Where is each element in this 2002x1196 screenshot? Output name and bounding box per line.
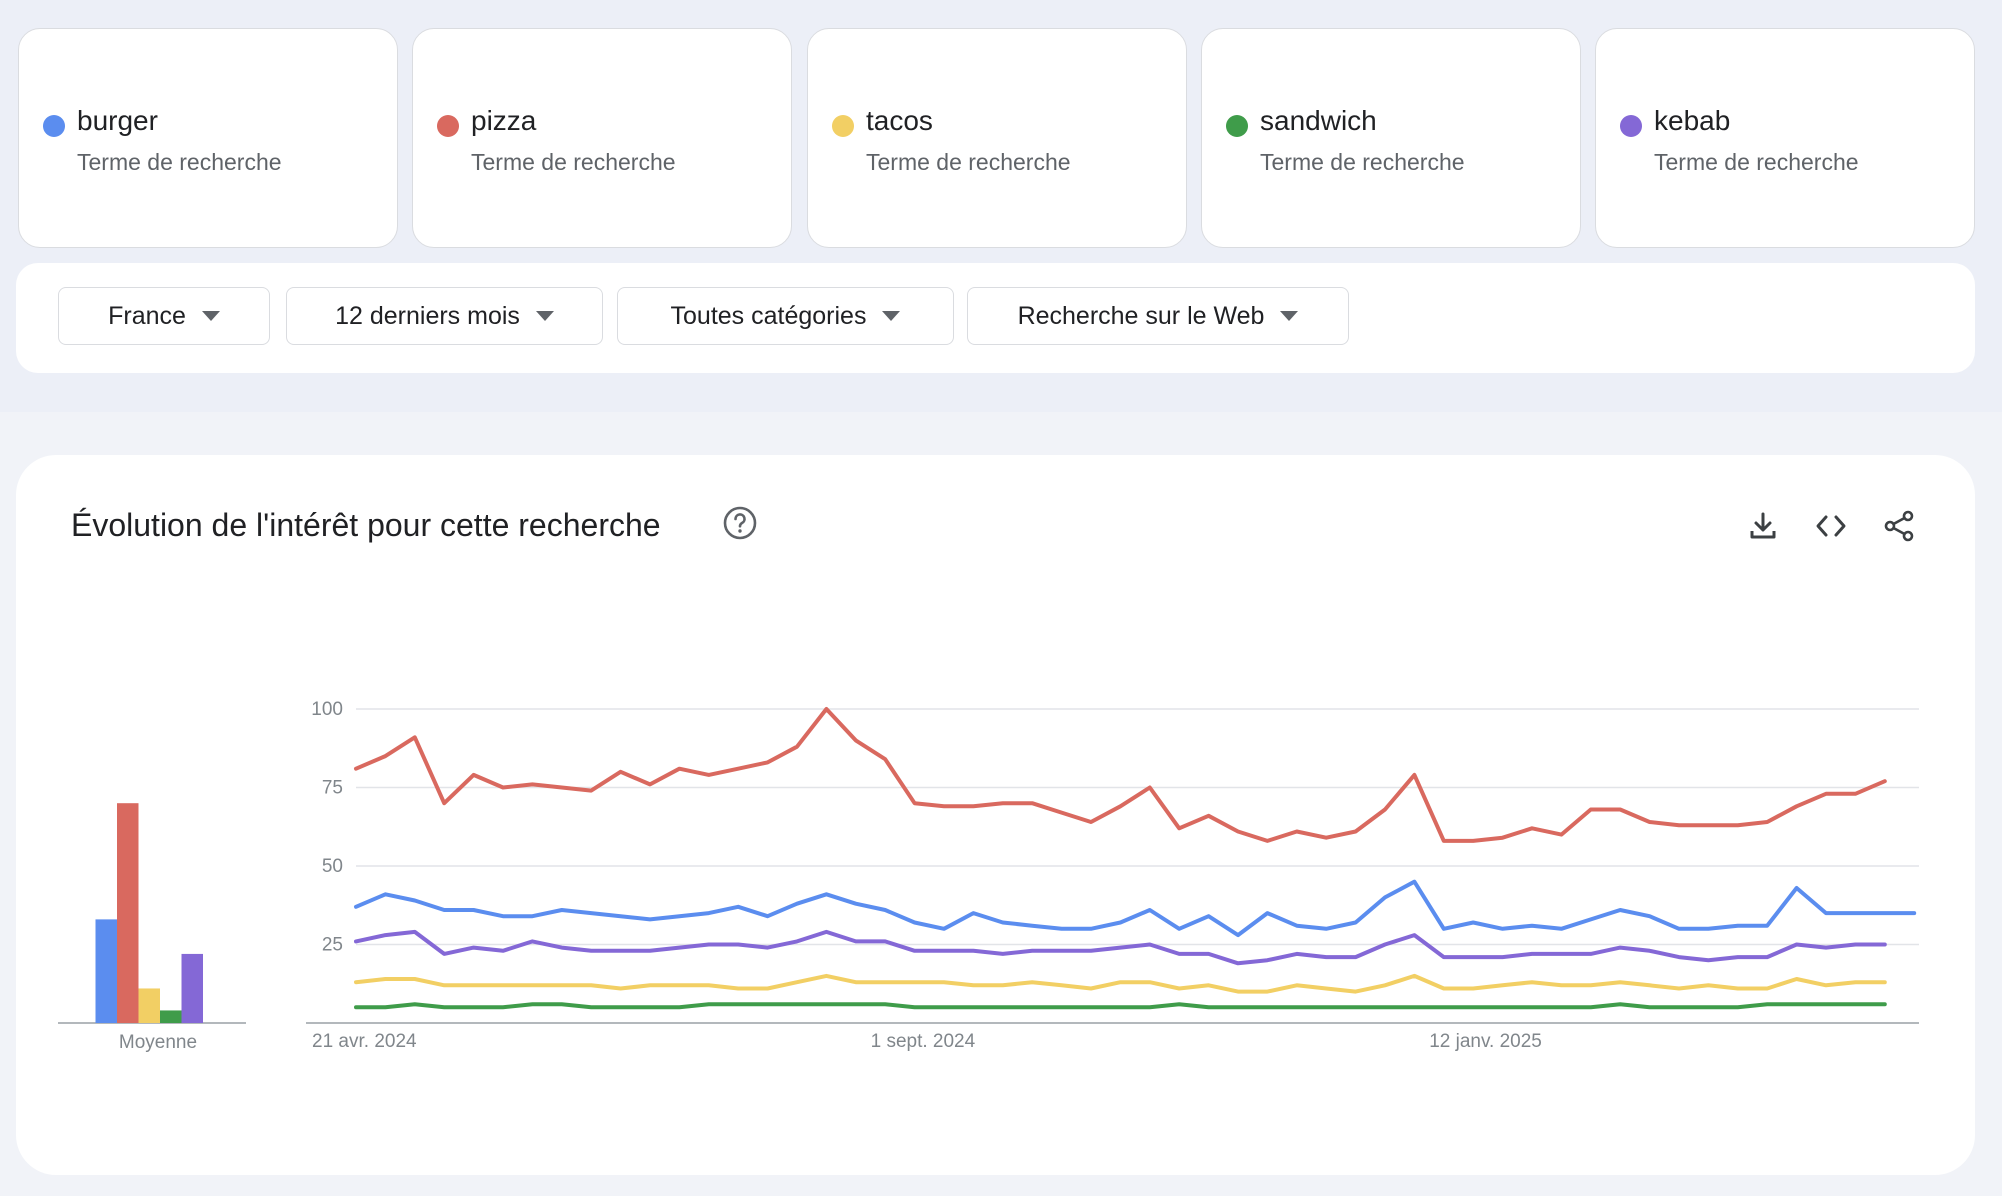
- y-tick-label: 75: [322, 778, 343, 799]
- interest-over-time-chart: 25 50 75 100 21 avr. 2024 1 sept. 2024 12 janv…: [58, 699, 1919, 1053]
- caret-down-icon: [535, 311, 554, 321]
- download-icon[interactable]: [1746, 509, 1780, 543]
- period-filter-dropdown[interactable]: 12 derniers mois: [286, 287, 603, 345]
- term-name: sandwich: [1260, 105, 1377, 136]
- caret-down-icon: [201, 311, 220, 321]
- chart-title: Évolution de l'intérêt pour cette recher…: [71, 507, 661, 543]
- average-bar-kebab: [181, 953, 203, 1023]
- average-bar-label: Moyenne: [119, 1032, 197, 1053]
- term-color-dot: [1620, 115, 1642, 137]
- share-icon[interactable]: [1882, 509, 1916, 543]
- category-filter-dropdown[interactable]: Toutes catégories: [617, 287, 954, 345]
- search-terms-bar: burger Terme de recherche pizza Terme de…: [18, 28, 1975, 248]
- filter-label: Recherche sur le Web: [1017, 301, 1265, 330]
- term-name: tacos: [866, 105, 933, 136]
- series-line-tacos: [354, 973, 1887, 994]
- x-tick-label: 1 sept. 2024: [871, 1031, 976, 1052]
- series-line-burger: [354, 879, 1917, 938]
- filter-label: France: [108, 301, 186, 330]
- help-icon[interactable]: [722, 505, 758, 541]
- term-type: Terme de recherche: [1654, 149, 1859, 175]
- average-bar-burger: [95, 919, 117, 1023]
- term-name: burger: [77, 105, 158, 136]
- region-filter-dropdown[interactable]: France: [58, 287, 270, 345]
- term-color-dot: [832, 115, 854, 137]
- y-tick-label: 25: [322, 935, 343, 956]
- term-card-tacos[interactable]: tacos Terme de recherche: [807, 28, 1187, 248]
- term-card-sandwich[interactable]: sandwich Terme de recherche: [1201, 28, 1581, 248]
- series-line-kebab: [354, 929, 1887, 966]
- term-type: Terme de recherche: [1260, 149, 1465, 175]
- series-line-pizza: [354, 707, 1887, 843]
- term-color-dot: [1226, 115, 1248, 137]
- filter-label: 12 derniers mois: [335, 301, 520, 330]
- caret-down-icon: [882, 311, 901, 321]
- term-color-dot: [43, 115, 65, 137]
- y-tick-label: 100: [311, 699, 343, 720]
- term-card-kebab[interactable]: kebab Terme de recherche: [1595, 28, 1975, 248]
- average-bar-sandwich: [160, 1010, 182, 1023]
- term-card-burger[interactable]: burger Terme de recherche: [18, 28, 398, 248]
- filters-bar: France 12 derniers mois Toutes catégorie…: [16, 263, 1975, 373]
- search-type-filter-dropdown[interactable]: Recherche sur le Web: [967, 287, 1349, 345]
- term-color-dot: [437, 115, 459, 137]
- term-type: Terme de recherche: [866, 149, 1071, 175]
- term-type: Terme de recherche: [77, 149, 282, 175]
- term-card-pizza[interactable]: pizza Terme de recherche: [412, 28, 792, 248]
- caret-down-icon: [1280, 311, 1299, 321]
- average-bar-pizza: [117, 803, 139, 1023]
- term-type: Terme de recherche: [471, 149, 676, 175]
- term-name: pizza: [471, 105, 537, 136]
- filter-label: Toutes catégories: [670, 301, 867, 330]
- embed-code-icon[interactable]: [1814, 509, 1848, 543]
- term-name: kebab: [1654, 105, 1731, 136]
- x-tick-label: 12 janv. 2025: [1429, 1031, 1542, 1052]
- y-tick-label: 50: [322, 856, 343, 877]
- x-tick-label: 21 avr. 2024: [312, 1031, 417, 1052]
- series-line-sandwich: [354, 1002, 1887, 1010]
- average-bar-tacos: [138, 988, 160, 1023]
- interest-over-time-card: 25 50 75 100 21 avr. 2024 1 sept. 2024 12 janv…: [16, 455, 1975, 1175]
